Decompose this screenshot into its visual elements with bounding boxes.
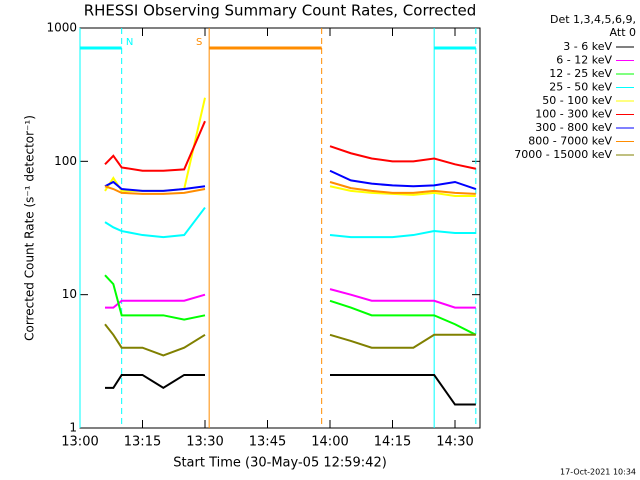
legend-label: 7000 - 15000 keV [514, 148, 612, 161]
legend-title: Att 0 [610, 26, 636, 39]
x-tick-label: 13:45 [249, 435, 286, 450]
legend-label: 6 - 12 keV [556, 54, 612, 67]
y-tick-label: 1000 [46, 21, 77, 35]
plot-frame [79, 27, 481, 429]
legend-label: 300 - 800 keV [535, 121, 612, 134]
legend-label: 100 - 300 keV [535, 108, 612, 121]
series-line [104, 97, 476, 197]
legend-label: 800 - 7000 keV [528, 135, 612, 148]
series-line [104, 323, 476, 357]
series-line [104, 181, 476, 195]
series-line [104, 169, 477, 192]
x-axis-label: Start Time (30-May-05 12:59:42) [173, 456, 387, 471]
series-line [105, 288, 476, 309]
series-line [105, 373, 476, 406]
y-tick-label: 1 [69, 421, 77, 435]
x-tick-label: 13:30 [186, 435, 223, 450]
annotation-label: N [126, 37, 133, 48]
annotation-label: S [196, 37, 202, 48]
chart-title: RHESSI Observing Summary Count Rates, Co… [84, 2, 477, 20]
footer: 17-Oct-2021 10:34 [560, 468, 636, 477]
series-line [104, 120, 477, 172]
x-tick-label: 13:00 [61, 435, 98, 450]
y-tick-label: 10 [62, 287, 77, 301]
legend-label: 3 - 6 keV [563, 40, 612, 53]
legend-label: 12 - 25 keV [549, 67, 612, 80]
legend-label: 50 - 100 keV [542, 94, 612, 107]
x-tick-label: 14:30 [436, 435, 473, 450]
x-tick-label: 14:15 [374, 435, 411, 450]
y-axis-label: Corrected Count Rate (s⁻¹ detector⁻¹) [23, 115, 37, 341]
legend-label: 25 - 50 keV [549, 81, 612, 94]
series-line [104, 206, 476, 239]
x-tick-label: 13:15 [124, 435, 161, 450]
y-tick-label: 100 [54, 154, 77, 168]
legend-title: Det 1,3,4,5,6,9, [550, 13, 636, 26]
x-tick-label: 14:00 [311, 435, 348, 450]
series-line [104, 274, 477, 336]
